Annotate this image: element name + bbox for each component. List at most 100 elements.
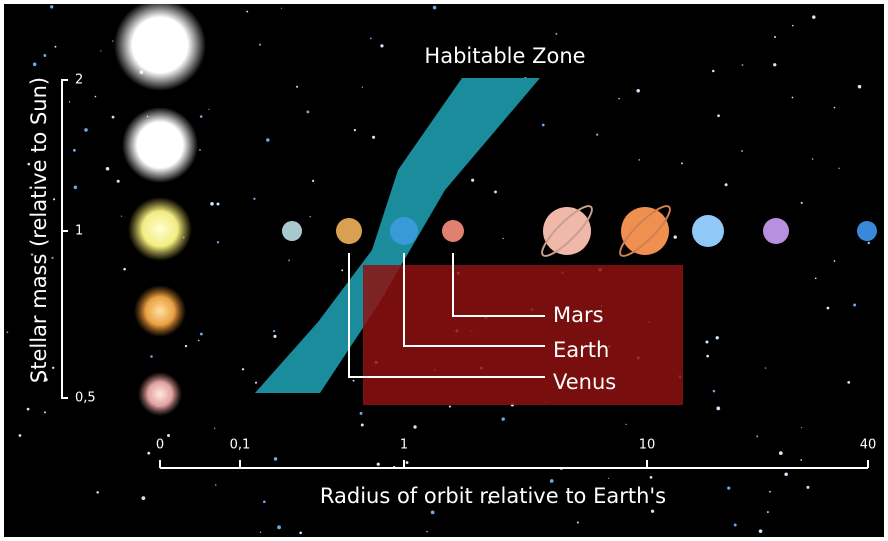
planet-label: Earth (553, 338, 609, 362)
background-star (123, 268, 126, 271)
background-star (853, 304, 856, 307)
background-star (74, 186, 77, 189)
background-star (112, 116, 115, 119)
background-star (717, 114, 720, 117)
background-star (253, 198, 255, 200)
background-star (431, 511, 435, 515)
background-star (44, 411, 46, 413)
background-star (121, 216, 122, 217)
background-star (52, 367, 54, 369)
background-star (812, 158, 814, 160)
background-star (550, 479, 554, 483)
background-star (299, 532, 302, 535)
background-star (706, 355, 709, 358)
background-star (199, 149, 201, 151)
y-tick-label: 2 (75, 73, 83, 88)
background-star (596, 133, 598, 135)
region (363, 265, 683, 405)
background-star (55, 46, 57, 48)
background-star (713, 390, 716, 393)
background-star (360, 412, 363, 415)
background-star (727, 486, 730, 489)
planet (763, 218, 789, 244)
background-star (767, 511, 769, 513)
background-star (362, 87, 363, 88)
planet (692, 215, 724, 247)
diagram: Mars Earth Venus Habitable Zone 2 1 0,5 … (0, 0, 888, 541)
background-star (309, 216, 311, 218)
y-tick-label: 1 (75, 224, 83, 239)
star (122, 107, 198, 183)
background-star (200, 333, 203, 336)
background-star (868, 242, 871, 245)
background-star (281, 8, 282, 9)
page: Mars Earth Venus Habitable Zone 2 1 0,5 … (0, 0, 888, 541)
background-star (815, 278, 817, 280)
background-star (263, 500, 266, 503)
background-star (406, 461, 409, 464)
background-star (712, 70, 715, 73)
x-tick-label: 40 (860, 438, 877, 453)
background-star (27, 408, 30, 411)
background-star (756, 435, 758, 437)
background-star (618, 98, 620, 100)
background-star (449, 405, 451, 407)
background-star (43, 54, 46, 57)
background-star (306, 110, 309, 113)
background-star (216, 202, 219, 205)
background-star (53, 198, 55, 200)
background-star (259, 44, 261, 46)
background-star (50, 5, 53, 8)
background-star (242, 368, 244, 370)
star (138, 372, 182, 416)
background-star (96, 491, 99, 494)
background-star (650, 476, 653, 479)
background-star (150, 355, 153, 358)
background-star (502, 238, 503, 239)
background-star (779, 451, 783, 455)
x-tick-label: 0,1 (230, 438, 251, 453)
background-star (734, 524, 737, 527)
background-star (255, 382, 257, 384)
background-star (433, 6, 437, 10)
background-star (208, 109, 209, 110)
background-star (742, 64, 744, 66)
background-star (260, 532, 261, 533)
background-star (705, 340, 708, 343)
x-tick-label: 10 (639, 438, 656, 453)
planet (282, 221, 302, 241)
background-star (273, 335, 276, 338)
background-star (73, 149, 76, 152)
background-star (69, 101, 70, 102)
background-star (312, 180, 314, 182)
background-star (725, 183, 728, 186)
background-star (426, 531, 427, 532)
background-star (636, 89, 640, 93)
background-star (834, 260, 836, 262)
star (128, 197, 192, 261)
title: Habitable Zone (424, 44, 585, 68)
background-star (95, 96, 97, 98)
background-star (800, 459, 802, 461)
background-star (198, 340, 200, 342)
planet-label: Venus (553, 370, 616, 394)
background-star (147, 452, 150, 455)
background-star (716, 336, 719, 339)
background-star (792, 25, 794, 27)
background-star (185, 345, 187, 347)
background-star (774, 36, 776, 38)
background-star (834, 107, 836, 109)
background-star (494, 191, 497, 194)
background-star (354, 129, 356, 131)
background-star (274, 457, 278, 461)
background-star (246, 11, 248, 13)
background-star (471, 179, 474, 182)
background-star (277, 525, 281, 529)
background-star (117, 180, 120, 183)
background-star (638, 159, 640, 161)
background-star (214, 428, 215, 429)
background-star (681, 162, 683, 164)
background-star (273, 330, 275, 332)
background-star (625, 424, 626, 425)
background-star (372, 136, 375, 139)
